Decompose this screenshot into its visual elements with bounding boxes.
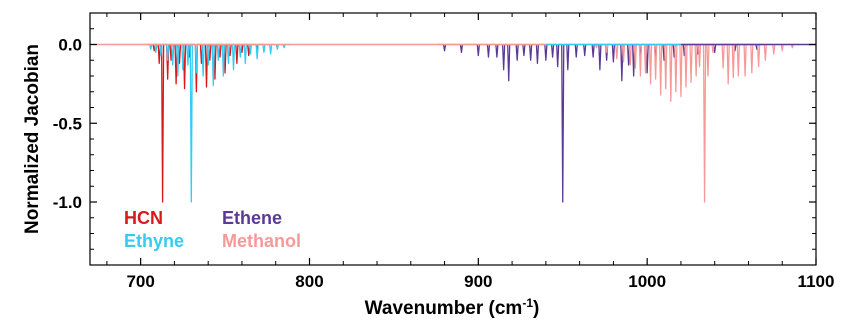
x-axis-title-main: Wavenumber (cm [365, 298, 523, 319]
x-tick-label: 700 [126, 272, 154, 291]
y-tick-label: 0.0 [58, 36, 82, 55]
x-axis-title-end: ) [533, 298, 539, 319]
tick-layer: 700 800 900 1000 1100 0.0 -0.5 -1.0 [53, 13, 835, 291]
x-tick-label: 1000 [628, 272, 666, 291]
x-tick-label: 800 [295, 272, 323, 291]
y-axis-title: Normalized Jacobian [22, 44, 43, 234]
x-axis-title-superscript: -1 [522, 296, 533, 310]
y-tick-label: -1.0 [53, 193, 82, 212]
x-tick-label: 1100 [798, 272, 835, 291]
x-tick-label: 900 [464, 272, 492, 291]
series-line-methanol [589, 43, 800, 203]
series-line-ethene [437, 43, 764, 203]
legend-ethene: Ethene [222, 208, 282, 228]
legend-ethyne: Ethyne [124, 231, 184, 251]
x-axis-title: Wavenumber (cm-1) [365, 296, 540, 319]
legend-methanol: Methanol [222, 231, 301, 251]
series-line-hcn [147, 43, 264, 203]
y-tick-label: -0.5 [53, 114, 82, 133]
legend-hcn: HCN [124, 208, 163, 228]
